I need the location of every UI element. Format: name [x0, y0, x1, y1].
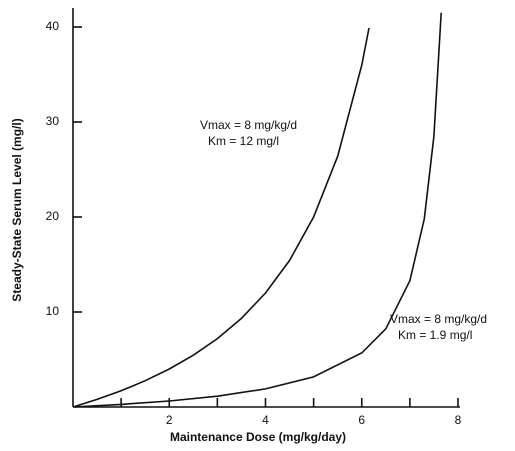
y-axis-label: Steady-State Serum Level (mg/l)	[10, 118, 24, 301]
curve	[72, 12, 442, 408]
y-tick-label: 20	[46, 209, 60, 223]
x-tick-label: 8	[455, 413, 462, 427]
curve-annotation: Km = 12 mg/l	[208, 134, 279, 148]
y-tick-label: 10	[46, 304, 60, 318]
y-tick-label: 30	[46, 114, 60, 128]
x-tick-label: 4	[262, 413, 269, 427]
curve-annotation: Vmax = 8 mg/kg/d	[200, 118, 297, 132]
x-axis-label: Maintenance Dose (mg/kg/day)	[170, 430, 346, 444]
x-tick-label: 6	[358, 413, 365, 427]
curve-annotation: Vmax = 8 mg/kg/d	[390, 312, 487, 326]
x-tick-label: 2	[166, 413, 173, 427]
curve	[72, 27, 370, 408]
curve-annotation: Km = 1.9 mg/l	[398, 328, 472, 342]
y-tick-label: 40	[46, 19, 60, 33]
